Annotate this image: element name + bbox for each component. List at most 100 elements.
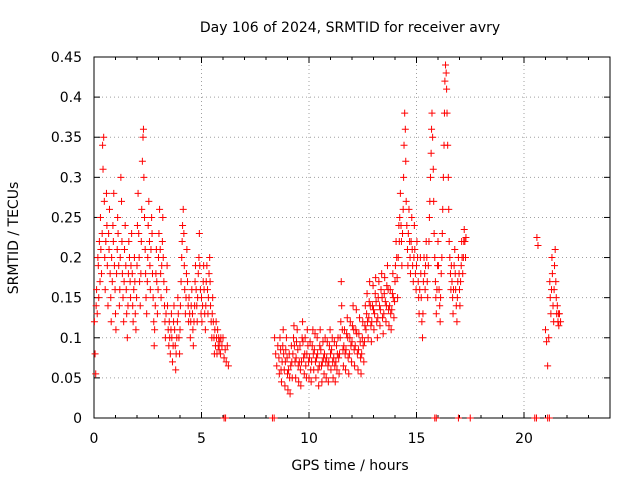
data-point <box>454 414 462 422</box>
data-point <box>313 334 321 342</box>
data-point <box>160 278 168 286</box>
data-point <box>405 205 413 213</box>
data-point <box>315 382 323 390</box>
data-point <box>383 282 391 290</box>
data-point <box>305 354 313 362</box>
data-point <box>325 342 333 350</box>
data-point <box>214 326 222 334</box>
data-point <box>153 278 161 286</box>
data-point <box>93 286 101 294</box>
data-point <box>344 354 352 362</box>
data-point <box>388 306 396 314</box>
data-point <box>351 342 359 350</box>
data-point <box>362 326 370 334</box>
data-point <box>434 238 442 246</box>
data-point <box>109 221 117 229</box>
data-point <box>441 77 449 85</box>
data-point <box>159 213 167 221</box>
data-point <box>157 294 165 302</box>
data-point <box>321 334 329 342</box>
data-point <box>423 254 431 262</box>
data-point <box>378 294 386 302</box>
data-point <box>206 278 214 286</box>
data-point <box>310 346 318 354</box>
data-point <box>281 382 289 390</box>
data-point <box>323 338 331 346</box>
data-point <box>333 342 341 350</box>
data-point <box>545 334 553 342</box>
data-point <box>337 318 345 326</box>
data-point <box>312 374 320 382</box>
data-point <box>424 294 432 302</box>
data-point <box>456 286 463 294</box>
data-point <box>398 262 406 270</box>
data-point <box>466 414 474 422</box>
data-point <box>372 298 380 306</box>
data-point <box>450 262 458 270</box>
data-point <box>145 238 153 246</box>
data-point <box>292 374 300 382</box>
data-point <box>389 270 397 278</box>
data-point <box>143 278 151 286</box>
data-point <box>543 338 551 346</box>
data-point <box>404 229 412 237</box>
data-point <box>143 310 151 318</box>
data-point <box>380 290 388 298</box>
data-point <box>207 302 215 310</box>
data-point <box>133 262 141 270</box>
y-tick-label: 0.05 <box>51 371 82 387</box>
data-point <box>343 314 351 322</box>
data-point <box>275 370 283 378</box>
data-point <box>320 370 328 378</box>
data-point <box>435 286 443 294</box>
data-point <box>148 213 156 221</box>
data-point <box>198 294 205 302</box>
data-point <box>359 342 367 350</box>
data-point <box>451 246 459 254</box>
data-point <box>437 294 445 302</box>
data-point <box>342 346 350 354</box>
data-point <box>185 294 193 302</box>
data-point <box>361 322 369 330</box>
data-point <box>293 338 301 346</box>
data-point <box>551 246 559 254</box>
data-point <box>317 362 325 370</box>
y-tick-label: 0.2 <box>60 251 82 267</box>
data-point <box>189 342 197 350</box>
data-point <box>215 346 223 354</box>
data-point <box>137 238 145 246</box>
data-point <box>91 350 99 358</box>
data-point <box>326 326 334 334</box>
data-point <box>178 254 186 262</box>
data-point <box>340 326 348 334</box>
data-point <box>112 326 120 334</box>
data-point <box>337 278 345 286</box>
data-point <box>297 358 305 366</box>
data-point <box>419 310 427 318</box>
data-point <box>171 342 179 350</box>
data-point <box>138 157 146 165</box>
data-point <box>327 350 334 358</box>
data-point <box>548 270 556 278</box>
data-point <box>163 262 171 270</box>
data-point <box>182 270 190 278</box>
data-point <box>101 286 109 294</box>
data-point <box>445 238 453 246</box>
data-point <box>443 85 451 93</box>
data-point <box>101 254 109 262</box>
data-point <box>174 310 182 318</box>
data-point <box>444 173 452 181</box>
data-point <box>379 330 387 338</box>
data-point <box>98 270 106 278</box>
data-point <box>293 326 301 334</box>
data-point <box>363 290 371 298</box>
y-tick-label: 0.4 <box>60 90 82 106</box>
data-point <box>408 213 416 221</box>
data-point <box>183 246 191 254</box>
data-point <box>309 326 317 334</box>
data-point <box>316 342 324 350</box>
data-point <box>167 310 175 318</box>
data-point <box>176 350 184 358</box>
data-point <box>351 362 359 370</box>
data-point <box>427 149 435 157</box>
